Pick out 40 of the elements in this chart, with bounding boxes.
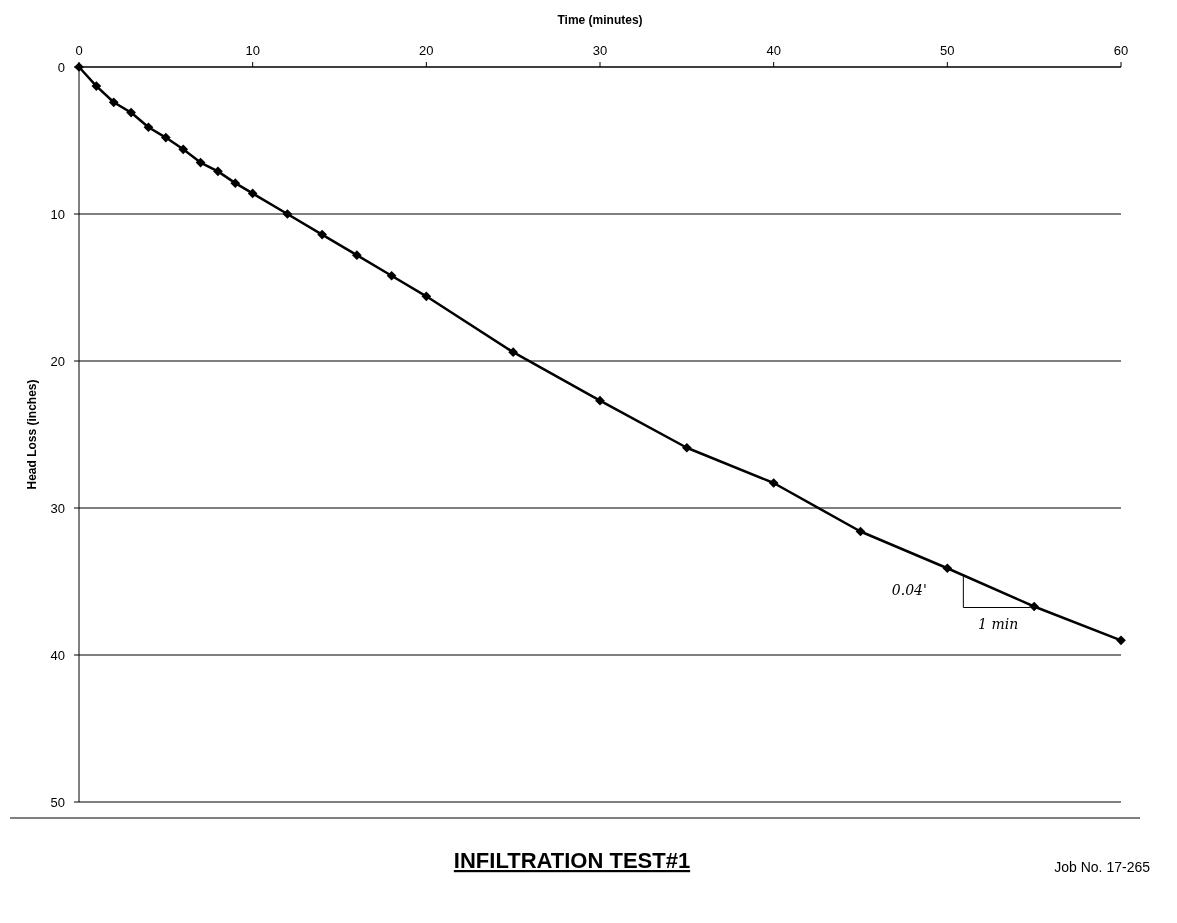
y-tick-label: 20 <box>50 353 65 369</box>
point <box>247 188 258 199</box>
point <box>160 132 171 143</box>
y-tick-label: 40 <box>50 647 65 663</box>
point <box>317 229 327 240</box>
point <box>386 270 397 281</box>
x-tick-label: 0 <box>75 43 83 58</box>
point <box>681 442 692 453</box>
point <box>508 347 519 358</box>
y-tick-label: 0 <box>57 59 65 75</box>
x-tick-label: 40 <box>766 43 781 58</box>
point <box>230 178 241 188</box>
point <box>1029 601 1040 612</box>
text: INFILTRATION TEST#1 <box>453 848 691 873</box>
point <box>768 478 779 488</box>
x-tick-label: 30 <box>592 43 608 58</box>
annotation: 1 min <box>978 616 1019 633</box>
point <box>91 81 102 91</box>
point <box>143 122 154 133</box>
point <box>213 166 223 177</box>
point <box>1116 635 1126 646</box>
text: Job No. 17-265 <box>1054 859 1151 875</box>
x-axis-title: Time (minutes) <box>557 13 643 27</box>
point <box>942 563 953 574</box>
annotation: 0.04' <box>891 582 927 599</box>
point <box>282 209 293 219</box>
y-axis-title: Head Loss (inches) <box>25 379 39 490</box>
point <box>126 107 136 118</box>
point <box>352 250 362 261</box>
point <box>108 97 119 108</box>
x-tick-label: 50 <box>940 43 955 58</box>
x-tick-label: 60 <box>1113 43 1129 58</box>
point <box>595 395 605 406</box>
point <box>178 144 189 155</box>
y-tick-label: 10 <box>50 206 65 222</box>
point <box>421 291 432 302</box>
x-tick-label: 20 <box>419 43 434 58</box>
x-tick-label: 10 <box>245 43 260 58</box>
y-tick-label: 50 <box>50 794 65 810</box>
y-tick-label: 30 <box>50 500 65 516</box>
